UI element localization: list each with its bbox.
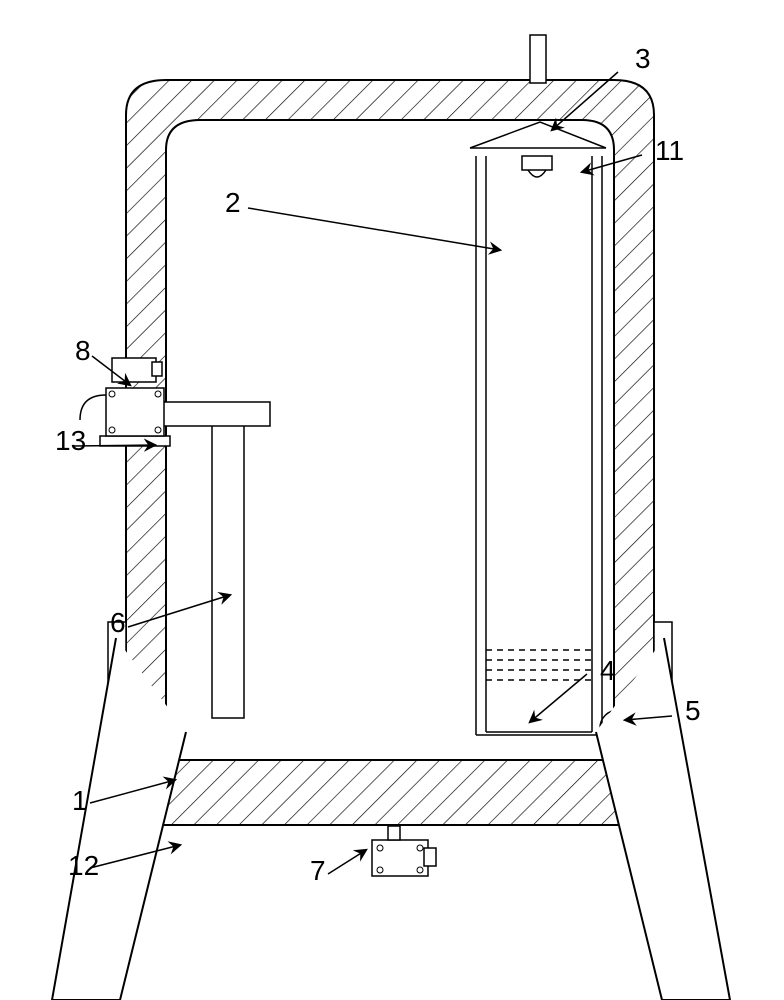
label-7: 7 bbox=[310, 855, 326, 886]
bottom-motor bbox=[372, 826, 436, 876]
label-4: 4 bbox=[600, 655, 616, 686]
label-11: 11 bbox=[655, 135, 684, 166]
left-pump bbox=[80, 358, 170, 446]
diagram-root: 1 2 3 4 5 6 7 8 11 12 13 bbox=[0, 0, 784, 1000]
label-1: 1 bbox=[72, 785, 88, 816]
label-13: 13 bbox=[55, 425, 86, 456]
label-6: 6 bbox=[110, 607, 126, 638]
side-brackets bbox=[108, 622, 672, 732]
label-5: 5 bbox=[685, 695, 701, 726]
label-8: 8 bbox=[75, 335, 91, 366]
inner-cylinder bbox=[476, 156, 602, 735]
label-3: 3 bbox=[635, 43, 651, 74]
internal-drop-pipe bbox=[160, 402, 270, 718]
label-12: 12 bbox=[68, 850, 99, 881]
vessel-outer bbox=[126, 80, 654, 825]
label-2: 2 bbox=[225, 187, 241, 218]
